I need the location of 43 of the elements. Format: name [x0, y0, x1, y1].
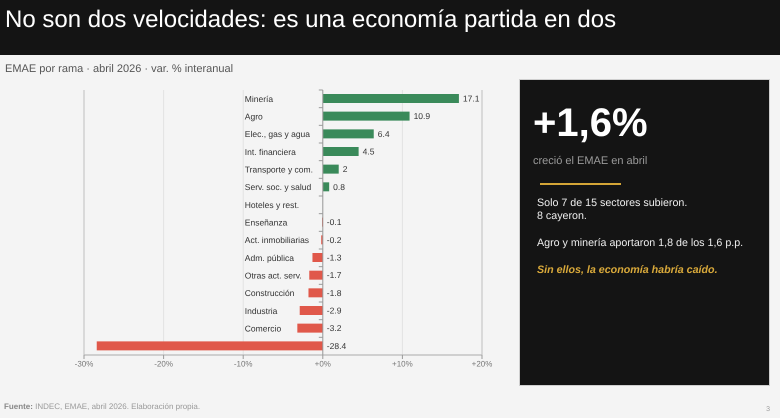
y-tick-label: Minería	[244, 94, 274, 104]
y-tick-label: Industria	[244, 306, 278, 316]
y-tick-label: Transporte y com.	[244, 164, 313, 174]
x-tick-label: +20%	[472, 360, 492, 369]
x-tick-label: -20%	[154, 360, 173, 369]
x-tick-label: +0%	[314, 360, 331, 369]
text: Solo 7 de 15 sectores subieron.	[537, 197, 688, 210]
chart-title: No son dos velocidades: es una economía partida en dos	[5, 6, 616, 34]
data-label: -0.1	[326, 217, 342, 228]
data-label: -28.4	[326, 340, 346, 351]
y-tick-label: Adm. pública	[244, 252, 294, 263]
text: +1,6%	[533, 101, 648, 145]
y-tick-label: Comercio	[244, 323, 282, 334]
x-tick-label: -10%	[234, 360, 253, 369]
data-label: -0.2	[326, 234, 342, 245]
chart-subtitle: EMAE por rama · abril 2026 · var. % interanual	[5, 63, 234, 76]
y-tick-label: Elec., gas y agua	[244, 129, 310, 140]
y-tick-label: Act. inmobiliarias	[244, 235, 310, 246]
x-tick-label: +10%	[392, 360, 413, 369]
data-label: 17.1	[462, 93, 480, 104]
data-label: -1.7	[326, 270, 342, 280]
y-tick-label: Construcción	[244, 288, 295, 298]
data-label: 10.9	[414, 111, 430, 122]
y-tick-label: Int. financiera	[244, 146, 296, 157]
data-label: 2	[342, 164, 348, 174]
data-label: -1.8	[326, 288, 342, 298]
text: 8 cayeron.	[537, 210, 588, 223]
y-tick-label: Otras act. serv.	[244, 270, 302, 280]
data-label: 0.8	[333, 182, 346, 192]
text: creció el EMAE en abril	[533, 155, 648, 168]
data-label: 6.4	[378, 128, 390, 139]
y-tick-label: Hoteles y rest.	[244, 200, 300, 210]
source-note: Fuente: INDEC, EMAE, abril 2026. Elaboración propia.	[4, 402, 200, 411]
y-tick-label: Serv. soc. y salud	[244, 182, 312, 192]
text: Agro y minería aportaron 1,8 de los 1,6 p.p.	[537, 237, 744, 250]
data-label: 4.5	[362, 146, 375, 156]
data-label: -2.9	[326, 305, 342, 316]
x-tick-label: -30%	[74, 360, 94, 369]
data-label: -1.3	[326, 252, 342, 262]
y-tick-label: Enseñanza	[244, 217, 288, 228]
text: Sin ellos, la economía habría caído.	[537, 264, 719, 277]
y-tick-label: Agro	[244, 111, 264, 122]
data-label: -3.2	[326, 323, 342, 334]
